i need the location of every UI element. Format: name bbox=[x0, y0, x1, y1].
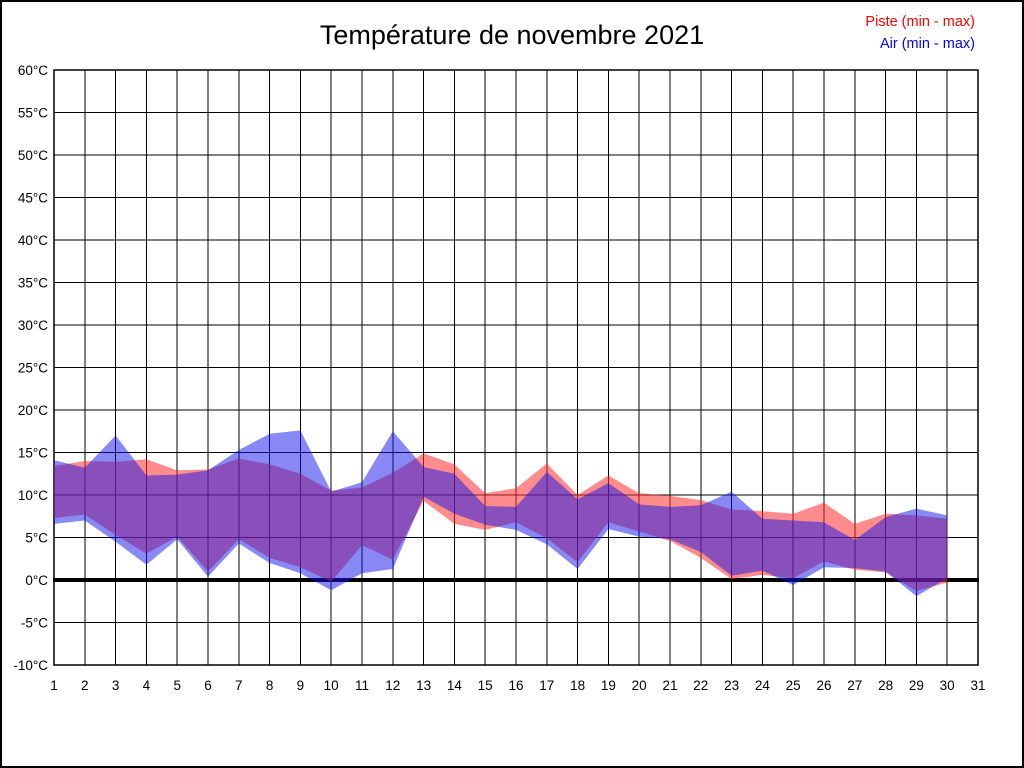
grid-lines bbox=[53, 69, 979, 666]
svg-text:23: 23 bbox=[724, 678, 739, 693]
svg-text:29: 29 bbox=[909, 678, 924, 693]
legend-item-piste: Piste (min - max) bbox=[865, 14, 975, 30]
svg-text:9: 9 bbox=[297, 678, 305, 693]
svg-text:30°C: 30°C bbox=[18, 318, 48, 333]
svg-text:14: 14 bbox=[447, 678, 463, 693]
svg-text:11: 11 bbox=[355, 678, 369, 693]
y-axis-labels: 60°C 55°C 50°C 45°C 40°C 35°C 30°C 25°C 20°C 15°C… bbox=[13, 63, 48, 673]
svg-text:25: 25 bbox=[786, 678, 801, 693]
svg-text:15°C: 15°C bbox=[18, 446, 48, 461]
svg-text:31: 31 bbox=[970, 678, 985, 693]
svg-text:22: 22 bbox=[693, 678, 708, 693]
svg-text:8: 8 bbox=[266, 678, 274, 693]
svg-text:35°C: 35°C bbox=[18, 276, 48, 291]
svg-text:27: 27 bbox=[847, 678, 862, 693]
svg-text:20°C: 20°C bbox=[18, 403, 48, 418]
svg-text:10°C: 10°C bbox=[18, 488, 48, 503]
svg-text:-10°C: -10°C bbox=[13, 658, 48, 673]
svg-text:4: 4 bbox=[143, 678, 151, 693]
plot-frame bbox=[53, 69, 979, 666]
svg-text:5: 5 bbox=[173, 678, 181, 693]
svg-text:26: 26 bbox=[816, 678, 831, 693]
svg-text:25°C: 25°C bbox=[18, 361, 48, 376]
svg-text:45°C: 45°C bbox=[18, 191, 48, 206]
svg-text:-5°C: -5°C bbox=[21, 616, 48, 631]
svg-text:0°C: 0°C bbox=[25, 573, 48, 588]
svg-text:13: 13 bbox=[416, 678, 431, 693]
chart-title: Température de novembre 2021 bbox=[319, 20, 705, 50]
svg-text:20: 20 bbox=[632, 678, 647, 693]
svg-text:55°C: 55°C bbox=[18, 106, 48, 121]
svg-text:18: 18 bbox=[570, 678, 585, 693]
svg-text:5°C: 5°C bbox=[25, 531, 48, 546]
svg-text:60°C: 60°C bbox=[18, 63, 48, 78]
svg-text:17: 17 bbox=[539, 678, 554, 693]
svg-text:10: 10 bbox=[324, 678, 339, 693]
svg-text:1: 1 bbox=[50, 678, 58, 693]
svg-text:12: 12 bbox=[385, 678, 400, 693]
svg-text:30: 30 bbox=[940, 678, 955, 693]
svg-text:7: 7 bbox=[235, 678, 243, 693]
svg-text:28: 28 bbox=[878, 678, 893, 693]
svg-text:24: 24 bbox=[755, 678, 771, 693]
svg-text:2: 2 bbox=[81, 678, 89, 693]
svg-text:21: 21 bbox=[662, 678, 677, 693]
svg-text:15: 15 bbox=[478, 678, 493, 693]
svg-text:16: 16 bbox=[508, 678, 523, 693]
svg-text:6: 6 bbox=[204, 678, 212, 693]
legend-item-air: Air (min - max) bbox=[879, 36, 975, 52]
svg-text:3: 3 bbox=[112, 678, 120, 693]
svg-text:50°C: 50°C bbox=[18, 148, 48, 163]
air-band bbox=[54, 430, 948, 597]
svg-text:19: 19 bbox=[601, 678, 616, 693]
x-axis-labels: 1 2 3 4 5 6 7 8 9 10 11 12 13 14 15 16 17 18 19 20 21 22 23 24 2… bbox=[50, 678, 985, 693]
svg-text:40°C: 40°C bbox=[18, 233, 48, 248]
